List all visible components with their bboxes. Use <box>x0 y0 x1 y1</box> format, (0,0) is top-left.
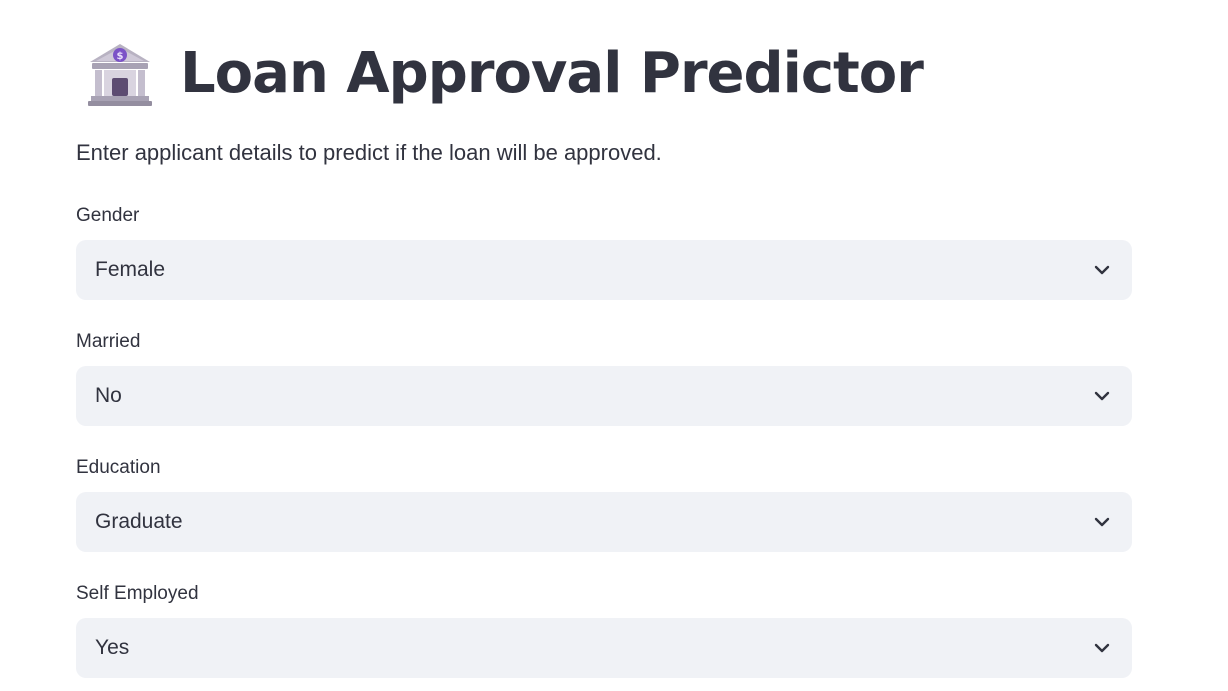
married-label: Married <box>76 331 141 352</box>
gender-selected-value: Female <box>95 258 166 281</box>
self-employed-label: Self Employed <box>76 583 199 604</box>
chevron-down-icon[interactable] <box>1092 512 1112 532</box>
page-title: Loan Approval Predictor <box>180 41 924 106</box>
gender-select[interactable]: Female <box>76 240 1132 300</box>
chevron-down-icon[interactable] <box>1092 386 1112 406</box>
svg-text:$: $ <box>117 51 124 62</box>
page-header: $ Loan Approval Predictor <box>84 34 924 114</box>
gender-label: Gender <box>76 205 140 226</box>
chevron-down-icon[interactable] <box>1092 638 1112 658</box>
page-description: Enter applicant details to predict if th… <box>76 140 662 165</box>
self-employed-selected-value: Yes <box>95 636 130 659</box>
chevron-down-icon[interactable] <box>1092 260 1112 280</box>
married-select[interactable]: No <box>76 366 1132 426</box>
education-selected-value: Graduate <box>95 510 183 533</box>
bank-icon: $ <box>88 44 152 106</box>
married-selected-value: No <box>95 384 122 407</box>
self-employed-select[interactable]: Yes <box>76 618 1132 678</box>
education-label: Education <box>76 457 161 478</box>
education-select[interactable]: Graduate <box>76 492 1132 552</box>
